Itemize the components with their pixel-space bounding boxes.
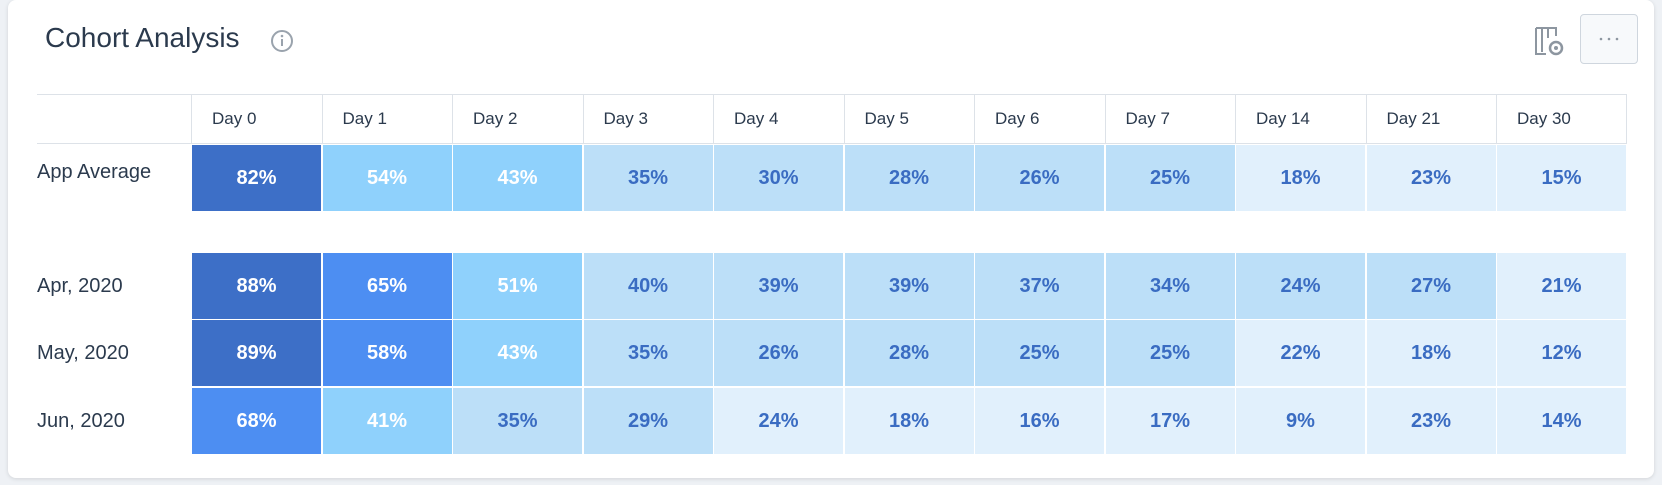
retention-cell: 28% bbox=[844, 320, 974, 386]
retention-cell: 65% bbox=[322, 253, 452, 319]
retention-cell: 41% bbox=[322, 388, 452, 454]
retention-cell: 82% bbox=[192, 145, 321, 211]
retention-cell: 35% bbox=[583, 145, 713, 211]
column-header: Day 1 bbox=[321, 94, 452, 144]
retention-cell: 15% bbox=[1497, 145, 1626, 211]
retention-cell: 29% bbox=[583, 388, 713, 454]
retention-cell: 28% bbox=[844, 145, 974, 211]
retention-cell: 14% bbox=[1497, 388, 1626, 454]
retention-cell: 37% bbox=[975, 253, 1104, 319]
retention-cell: 68% bbox=[192, 388, 321, 454]
retention-cell: 23% bbox=[1366, 145, 1496, 211]
header-blank bbox=[37, 94, 191, 144]
retention-cell: 88% bbox=[192, 253, 321, 319]
retention-cell: 9% bbox=[1236, 388, 1365, 454]
retention-cell: 58% bbox=[322, 320, 452, 386]
retention-cell: 22% bbox=[1236, 320, 1365, 386]
retention-cell: 27% bbox=[1366, 253, 1496, 319]
info-icon[interactable] bbox=[270, 29, 294, 53]
settings-icon[interactable] bbox=[1532, 24, 1568, 60]
column-header: Day 6 bbox=[974, 94, 1105, 144]
retention-cell: 12% bbox=[1497, 320, 1626, 386]
column-header: Day 0 bbox=[191, 94, 322, 144]
column-header: Day 7 bbox=[1104, 94, 1235, 144]
retention-cell: 18% bbox=[1236, 145, 1365, 211]
retention-cell: 39% bbox=[844, 253, 974, 319]
row-label: May, 2020 bbox=[37, 341, 129, 364]
row-label: Apr, 2020 bbox=[37, 274, 123, 297]
cohort-card: Cohort Analysis Day 0 Day 1 Day 2 Day 3 Day … bbox=[8, 0, 1654, 478]
more-icon bbox=[1599, 37, 1619, 41]
retention-cell: 89% bbox=[192, 320, 321, 386]
retention-cell: 16% bbox=[975, 388, 1104, 454]
retention-cell: 34% bbox=[1105, 253, 1235, 319]
retention-cell: 24% bbox=[1236, 253, 1365, 319]
retention-cell: 23% bbox=[1366, 388, 1496, 454]
retention-cell: 43% bbox=[453, 320, 582, 386]
retention-cell: 18% bbox=[844, 388, 974, 454]
retention-cell: 54% bbox=[322, 145, 452, 211]
retention-cell: 40% bbox=[583, 253, 713, 319]
retention-cell: 51% bbox=[453, 253, 582, 319]
retention-cell: 30% bbox=[714, 145, 843, 211]
retention-cell: 24% bbox=[714, 388, 843, 454]
retention-cell: 25% bbox=[975, 320, 1104, 386]
retention-cell: 25% bbox=[1105, 320, 1235, 386]
row-label: Jun, 2020 bbox=[37, 409, 125, 432]
retention-cell: 17% bbox=[1105, 388, 1235, 454]
retention-cell: 25% bbox=[1105, 145, 1235, 211]
column-header: Day 4 bbox=[713, 94, 844, 144]
card-title: Cohort Analysis bbox=[45, 22, 240, 53]
retention-cell: 35% bbox=[453, 388, 582, 454]
retention-cell: 35% bbox=[583, 320, 713, 386]
row-label: App Average bbox=[37, 160, 152, 183]
more-button[interactable] bbox=[1580, 14, 1638, 64]
column-header: Day 14 bbox=[1235, 94, 1366, 144]
retention-cell: 18% bbox=[1366, 320, 1496, 386]
column-header: Day 5 bbox=[843, 94, 974, 144]
column-header: Day 3 bbox=[582, 94, 713, 144]
retention-cell: 43% bbox=[453, 145, 582, 211]
retention-cell: 39% bbox=[714, 253, 843, 319]
column-header: Day 2 bbox=[452, 94, 583, 144]
retention-cell: 26% bbox=[714, 320, 843, 386]
column-header: Day 21 bbox=[1365, 94, 1496, 144]
retention-cell: 21% bbox=[1497, 253, 1626, 319]
column-header: Day 30 bbox=[1496, 94, 1627, 144]
retention-cell: 26% bbox=[975, 145, 1104, 211]
